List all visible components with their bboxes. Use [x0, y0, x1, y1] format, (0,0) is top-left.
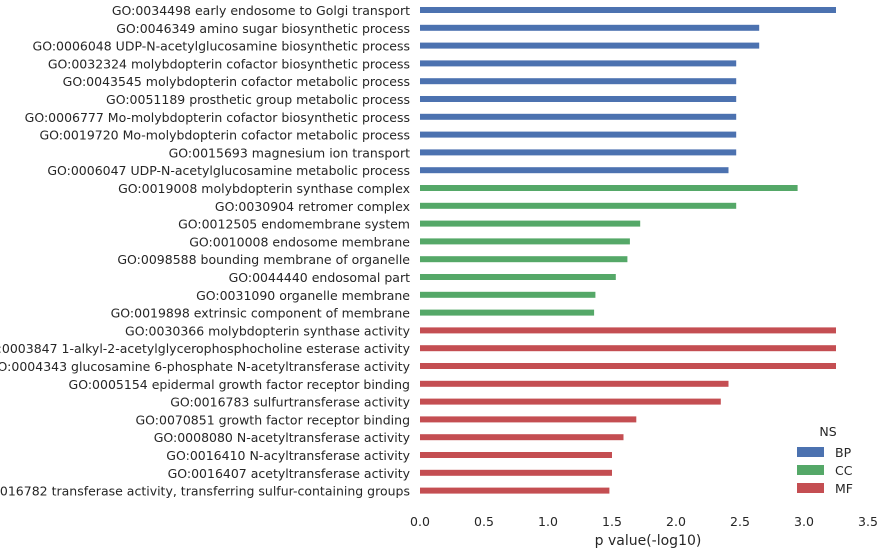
bar-mf: [420, 363, 836, 369]
bar-bp: [420, 131, 737, 138]
category-label: GO:0030366 molybdopterin synthase activi…: [125, 323, 411, 338]
category-label: GO:0005154 epidermal growth factor recep…: [69, 377, 410, 392]
legend-swatch-cc: [797, 465, 824, 475]
category-label: GO:0044440 endosomal part: [229, 270, 411, 285]
x-tick-label: 0.5: [474, 514, 494, 529]
legend-swatch-bp: [797, 447, 824, 457]
category-label: GO:0016783 sulfurtransferase activity: [170, 395, 410, 410]
bar-mf: [420, 345, 836, 352]
category-label: GO:0016407 acetyltransferase activity: [168, 466, 411, 481]
category-label: GO:0003847 1-alkyl-2-acetylglycerophosph…: [0, 341, 411, 356]
bar-mf: [420, 434, 624, 441]
x-tick-label: 3.5: [858, 514, 878, 529]
category-label: GO:0006048 UDP-N-acetylglucosamine biosy…: [33, 39, 410, 54]
bar-cc: [420, 202, 737, 209]
bar-bp: [420, 7, 836, 13]
category-labels: GO:0034498 early endosome to Golgi trans…: [0, 3, 411, 499]
category-label: GO:0016410 N-acyltransferase activity: [166, 448, 410, 463]
bar-mf: [420, 398, 721, 405]
bar-mf: [420, 469, 612, 476]
category-label: GO:0004343 glucosamine 6-phosphate N-ace…: [0, 359, 411, 374]
x-tick-label: 2.0: [666, 514, 686, 529]
bar-cc: [420, 238, 630, 245]
category-label: GO:0034498 early endosome to Golgi trans…: [112, 3, 410, 18]
bar-bp: [420, 60, 737, 67]
category-label: GO:0031090 organelle membrane: [196, 288, 410, 303]
bar-mf: [420, 452, 612, 458]
category-label: GO:0070851 growth factor receptor bindin…: [135, 412, 410, 427]
category-label: GO:0030904 retromer complex: [215, 199, 410, 214]
legend-label-cc: CC: [835, 463, 853, 478]
category-label: GO:0098588 bounding membrane of organell…: [117, 252, 410, 267]
category-label: GO:0046349 amino sugar biosynthetic proc…: [116, 21, 410, 36]
bar-cc: [420, 309, 595, 316]
legend-label-bp: BP: [835, 445, 852, 460]
bar-cc: [420, 220, 641, 227]
x-tick-label: 1.0: [538, 514, 558, 529]
legend-title: NS: [819, 424, 836, 439]
category-label: GO:0032324 molybdopterin cofactor biosyn…: [48, 56, 410, 71]
bar-mf: [420, 416, 637, 423]
bar-cc: [420, 185, 798, 191]
bars-layer: [420, 7, 836, 494]
category-label: GO:0008080 N-acetyltransferase activity: [154, 430, 411, 445]
x-tick-label: 2.5: [730, 514, 750, 529]
bar-bp: [420, 149, 737, 156]
category-label: GO:0006047 UDP-N-acetylglucosamine metab…: [47, 163, 410, 178]
category-label: GO:0051189 prosthetic group metabolic pr…: [106, 92, 410, 107]
category-label: GO:0016782 transferase activity, transfe…: [0, 484, 410, 499]
category-label: GO:0015693 magnesium ion transport: [169, 145, 410, 160]
bar-cc: [420, 256, 628, 263]
category-label: GO:0019720 Mo-molybdopterin cofactor met…: [39, 128, 410, 143]
category-label: GO:0019008 molybdopterin synthase comple…: [118, 181, 410, 196]
x-tick-label: 0.0: [410, 514, 430, 529]
bar-mf: [420, 380, 729, 387]
x-tick-label: 1.5: [602, 514, 622, 529]
bar-cc: [420, 274, 616, 280]
category-label: GO:0010008 endosome membrane: [189, 234, 410, 249]
bar-mf: [420, 487, 610, 494]
bar-bp: [420, 167, 729, 174]
legend-label-mf: MF: [835, 481, 853, 496]
bar-bp: [420, 113, 737, 120]
bar-cc: [420, 291, 596, 298]
category-label: GO:0043545 molybdopterin cofactor metabo…: [63, 74, 410, 89]
category-label: GO:0012505 endomembrane system: [178, 217, 410, 232]
bar-bp: [420, 96, 737, 102]
bar-bp: [420, 78, 737, 85]
category-label: GO:0019898 extrinsic component of membra…: [111, 306, 411, 321]
x-tick-label: 3.0: [794, 514, 814, 529]
category-label: GO:0006777 Mo-molybdopterin cofactor bio…: [25, 110, 410, 125]
bar-bp: [420, 42, 760, 49]
legend: NS BP CC MF: [797, 424, 853, 496]
bar-bp: [420, 24, 760, 31]
legend-swatch-mf: [797, 483, 824, 493]
bar-mf: [420, 327, 836, 334]
x-axis: 0.0 0.5 1.0 1.5 2.0 2.5 3.0 3.5: [410, 514, 878, 529]
x-axis-title: p value(-log10): [595, 533, 702, 549]
